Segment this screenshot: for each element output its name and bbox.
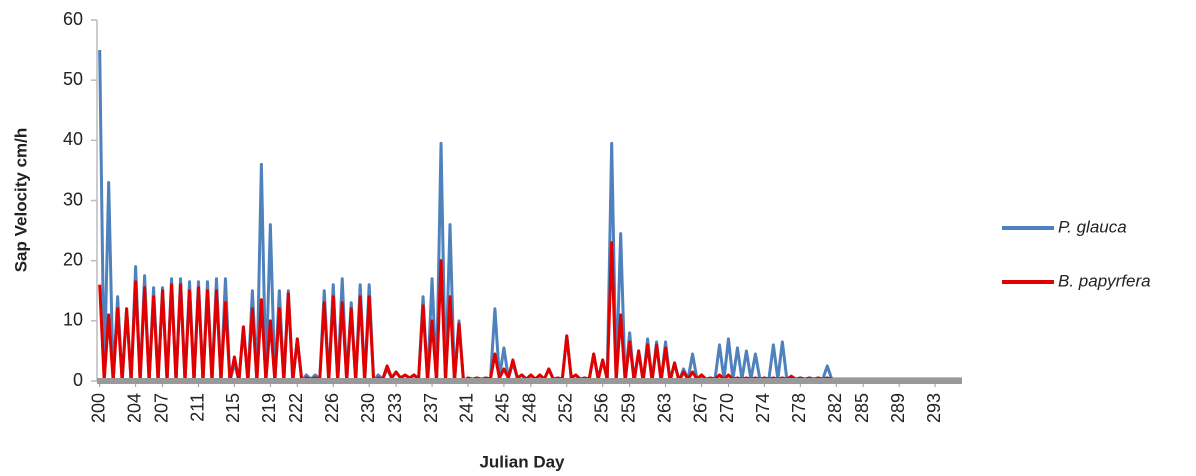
legend-text: P. glauca xyxy=(1058,217,1127,236)
x-tick-label: 245 xyxy=(493,393,513,423)
x-tick-label: 233 xyxy=(385,393,405,423)
y-tick-label: 0 xyxy=(73,370,83,390)
x-tick-label: 282 xyxy=(825,393,845,423)
series-line xyxy=(98,241,962,383)
x-tick-label: 252 xyxy=(556,393,576,423)
x-tick-label: 274 xyxy=(753,393,773,423)
x-tick-label: 289 xyxy=(888,393,908,423)
x-tick-label: 226 xyxy=(322,393,342,423)
x-tick-label: 237 xyxy=(421,393,441,423)
x-tick-label: 207 xyxy=(151,393,171,423)
x-tick-label: 293 xyxy=(924,393,944,423)
x-tick-label: 285 xyxy=(852,393,872,423)
x-tick-label: 230 xyxy=(358,393,378,423)
x-tick-label: 256 xyxy=(591,393,611,423)
x-tick-label: 200 xyxy=(88,393,108,423)
y-tick-label: 10 xyxy=(63,310,83,330)
y-tick-label: 30 xyxy=(63,189,83,209)
x-tick-label: 241 xyxy=(457,393,477,423)
x-tick-label: 263 xyxy=(654,393,674,423)
y-axis-title: Sap Velocity cm/h xyxy=(11,128,30,273)
x-tick-label: 211 xyxy=(187,393,207,422)
x-tick-label: 219 xyxy=(259,393,279,423)
x-axis-title: Julian Day xyxy=(479,452,565,471)
x-tick-label: 248 xyxy=(520,393,540,423)
y-tick-label: 50 xyxy=(63,69,83,89)
x-tick-label: 278 xyxy=(789,393,809,423)
x-tick-label: 204 xyxy=(124,393,144,423)
legend-text: B. papyrfera xyxy=(1058,271,1151,290)
x-tick-label: 215 xyxy=(223,393,243,423)
y-tick-label: 40 xyxy=(63,129,83,149)
y-tick-label: 20 xyxy=(63,249,83,269)
x-tick-label: 222 xyxy=(286,393,306,423)
x-tick-label: 270 xyxy=(717,393,737,423)
y-tick-label: 60 xyxy=(63,9,83,29)
series-line xyxy=(98,50,962,383)
x-tick-label: 259 xyxy=(618,393,638,423)
x-tick-label: 267 xyxy=(690,393,710,423)
